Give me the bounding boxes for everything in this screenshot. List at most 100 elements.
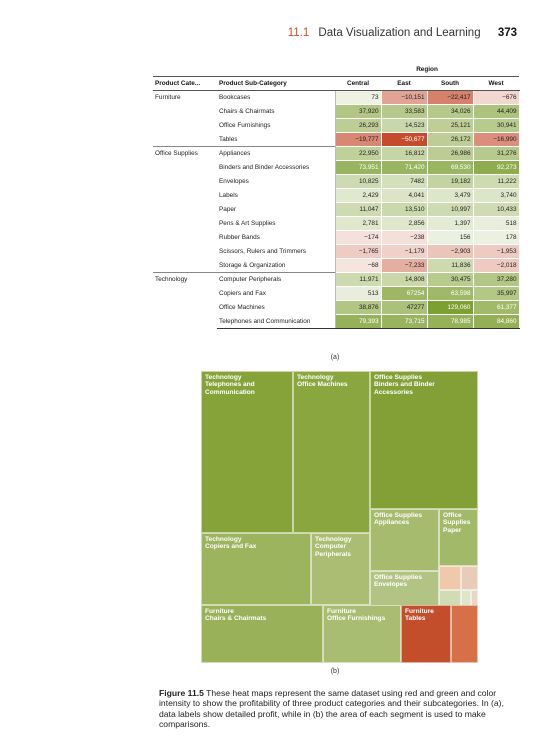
profit-cell: −2,903 [426,244,474,259]
profit-cell: −7,233 [380,258,428,273]
table-row: Pens & Art Supplies 2,781 2,856 1,397 518 [153,216,520,231]
profit-cell: 4,041 [380,188,428,203]
table-row: Labels 2,429 4,041 3,479 3,740 [153,188,520,203]
treemap-tile-label: Furniture Chairs & Chairmats [205,608,267,623]
subcategory-cell: Binders and Binder Accessories [217,160,336,175]
profit-cell: −2,018 [472,258,520,273]
category-cell: Furniture [155,94,181,101]
figure-caption-text: These heat maps represent the same datas… [159,688,504,730]
column-header: Product Cate... [153,76,217,91]
profit-cell: −174 [334,230,382,245]
profit-cell: −16,990 [472,132,520,147]
treemap-tile: Technology Office Machines [293,371,370,533]
profit-cell: 67254 [380,286,428,301]
profit-cell: 31,276 [472,146,520,161]
region-header: Region [416,66,438,73]
figure-label: Figure 11.5 [159,688,204,698]
profit-cell: −22,417 [426,90,474,105]
treemap-tile-label: Office Supplies Paper [443,512,471,534]
treemap-tile [471,590,478,606]
subcategory-cell: Pens & Art Supplies [217,216,336,231]
category-cell: Office Supplies [153,146,217,273]
profit-cell: 11,222 [472,174,520,189]
figure-caption: Figure 11.5 These heat maps represent th… [159,688,521,730]
profit-cell: 178 [472,230,520,245]
profit-cell: 61,377 [472,300,520,315]
profit-cell: 37,280 [472,272,520,287]
profit-cell: 35,997 [472,286,520,301]
profit-cell: 47277 [380,300,428,315]
subcategory-cell: Telephones and Communication [217,314,336,329]
profit-cell: 3,740 [472,188,520,203]
profit-cell: 25,121 [426,118,474,133]
profit-cell: 73 [334,90,382,105]
profit-cell: 513 [334,286,382,301]
treemap-tile-label: Technology Computer Peripherals [315,536,352,558]
profit-cell: 22,950 [334,146,382,161]
table-row: Scissors, Rulers and Trimmers −1,765 −1,17… [153,244,520,259]
profit-cell: 518 [472,216,520,231]
profit-cell: 156 [426,230,474,245]
profit-cell: 11,971 [334,272,382,287]
profit-cell: 26,172 [426,132,474,147]
profit-cell: 79,393 [334,314,382,329]
column-header: Central [335,76,381,91]
profit-cell: 73,715 [380,314,428,329]
profit-cell: 10,825 [334,174,382,189]
column-header: South [427,76,473,91]
profit-cell: 78,985 [426,314,474,329]
profit-cell: −1,953 [472,244,520,259]
table-row: Envelopes 10,825 7482 19,182 11,222 [153,174,520,189]
profit-cell: 1,397 [426,216,474,231]
subcategory-cell: Labels [217,188,336,203]
profit-cell: −1,179 [380,244,428,259]
caption-b: (b) [330,668,340,675]
profit-cell: 33,583 [380,104,428,119]
profit-cell: 14,808 [380,272,428,287]
profit-cell: 38,876 [334,300,382,315]
treemap-tile: Technology Computer Peripherals [311,533,370,605]
table-row: Storage & Organization −68 −7,233 11,836 −2,… [153,258,520,273]
treemap-tile: Furniture Office Furnishings [323,605,401,663]
treemap-tile [461,566,478,590]
profit-cell: 71,420 [380,160,428,175]
treemap-tile: Office Supplies Binders and Binder Acces… [370,371,478,509]
category-cell: Technology [153,272,217,329]
chapter-title: Data Visualization and Learning [318,27,481,39]
profit-cell: −19,777 [334,132,382,147]
profit-cell: 129,060 [426,300,474,315]
treemap-tile [439,590,461,606]
treemap-tile [439,566,461,590]
table-row: Technology Computer Peripherals 11,971 14,8… [153,272,520,329]
table-row: Binders and Binder Accessories 73,951 71,4… [153,160,520,175]
profit-cell: 26,293 [334,118,382,133]
profit-cell: −10,151 [380,90,428,105]
treemap-tile: Office Supplies Paper [439,509,478,566]
treemap-tile: Office Supplies Envelopes [370,571,439,606]
subcategory-cell: Copiers and Fax [217,286,336,301]
profit-cell: −50,677 [380,132,428,147]
page-header: 11.1 Data Visualization and Learning 373 [288,27,517,39]
profit-cell: 14,523 [380,118,428,133]
profit-cell: 63,598 [426,286,474,301]
profit-treemap: Technology Telephones and Communication T… [201,371,478,663]
treemap-tile: Furniture Chairs & Chairmats [201,605,323,663]
profit-cell: 2,429 [334,188,382,203]
subcategory-cell: Tables [217,132,336,147]
treemap-tile [461,590,471,606]
subcategory-cell: Computer Peripherals [217,272,336,287]
table-row: Office Furnishings 26,293 14,523 25,121 30,9… [153,118,520,133]
treemap-tile: Office Supplies Appliances [370,509,439,571]
treemap-tile [451,605,478,663]
treemap-tile: Technology Telephones and Communication [201,371,293,533]
table-row: Chairs & Chairmats 37,920 33,583 34,026 44,4… [153,104,520,119]
table-row: Paper 11,047 13,510 10,997 10,433 [153,202,520,217]
profit-cell: −238 [380,230,428,245]
profit-cell: 69,530 [426,160,474,175]
treemap-tile-label: Office Supplies Envelopes [374,574,422,589]
profit-cell: 10,997 [426,202,474,217]
page-number: 373 [497,27,517,39]
profit-cell: 30,941 [472,118,520,133]
treemap-tile-label: Technology Office Machines [297,374,348,389]
subcategory-cell: Office Machines [217,300,336,315]
